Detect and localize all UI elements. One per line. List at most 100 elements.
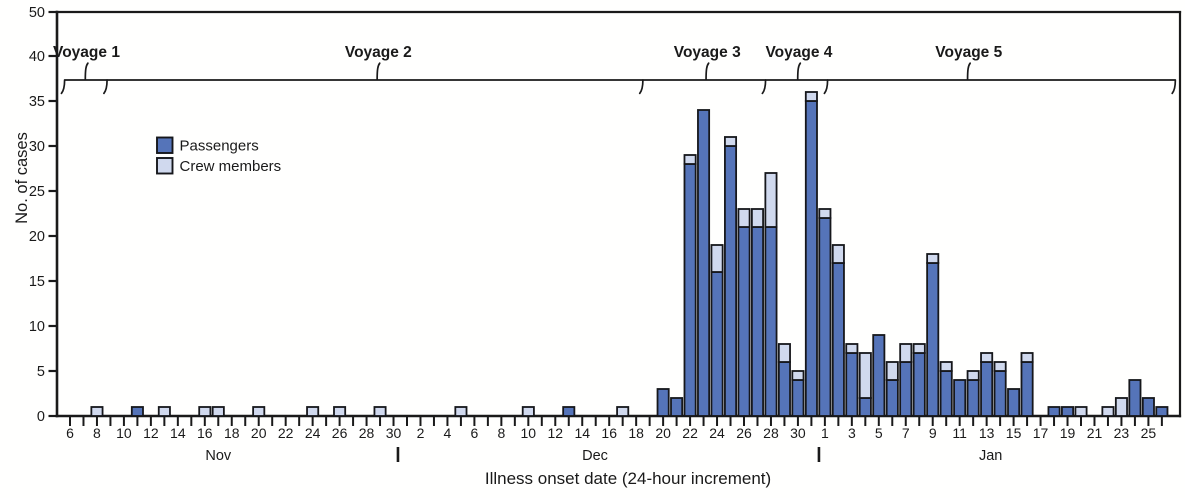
bar-passengers-Jan-1	[818, 217, 832, 417]
bar-crew-Jan-3	[845, 343, 859, 354]
bar-passengers-Dec-25	[724, 145, 738, 417]
x-tick-label: 28	[359, 425, 375, 441]
y-tick-label: 25	[29, 184, 45, 200]
bar-crew-Nov-24	[306, 406, 320, 417]
x-tick-label: 25	[1141, 425, 1157, 441]
x-tick-label: 14	[170, 425, 186, 441]
bar-passengers-Jan-11	[953, 379, 967, 417]
voyage-bracket-hook	[761, 79, 767, 95]
y-axis-title: No. of cases	[13, 132, 31, 224]
voyage-label: Voyage 5	[935, 44, 1002, 61]
bar-passengers-Dec-20	[656, 388, 670, 417]
x-tick-label: 10	[521, 425, 537, 441]
voyage-label: Voyage 4	[765, 44, 832, 61]
bar-crew-Dec-31	[804, 91, 818, 102]
bar-passengers-Dec-22	[683, 163, 697, 417]
voyage-label: Voyage 1	[53, 44, 120, 61]
x-tick-label: 8	[497, 425, 505, 441]
bar-crew-Dec-22	[683, 154, 697, 165]
y-tick-label: 15	[29, 274, 45, 290]
voyage-bracket-pointer	[84, 62, 89, 81]
bar-passengers-Jan-16	[1020, 361, 1034, 417]
x-tick-label: 26	[332, 425, 348, 441]
y-tick-label: 10	[29, 319, 45, 335]
bar-passengers-Dec-27	[750, 226, 764, 417]
bar-crew-Dec-10	[521, 406, 535, 417]
bar-passengers-Jan-19	[1061, 406, 1075, 417]
legend-label: Passengers	[180, 138, 259, 155]
bar-passengers-Jan-7	[899, 361, 913, 417]
bar-crew-Dec-5	[454, 406, 468, 417]
voyage-bracket-pointer	[966, 62, 972, 81]
x-tick-label: 10	[116, 425, 132, 441]
month-label: Dec	[582, 448, 608, 464]
bar-crew-Jan-20	[1074, 406, 1088, 417]
bar-crew-Jan-8	[912, 343, 926, 354]
x-tick-label: 12	[143, 425, 159, 441]
y-tick-label: 5	[37, 364, 45, 380]
x-tick-label: 6	[66, 425, 74, 441]
bar-crew-Nov-17	[211, 406, 225, 417]
x-tick-label: 30	[790, 425, 806, 441]
x-tick-label: 21	[1087, 425, 1103, 441]
month-label: Jan	[979, 448, 1002, 464]
x-tick-label: 28	[763, 425, 779, 441]
voyage-bracket-hook	[823, 79, 829, 95]
bar-crew-Jan-2	[831, 244, 845, 264]
x-tick-label: 1	[821, 425, 829, 441]
bar-passengers-Jan-13	[980, 361, 994, 417]
bar-crew-Jan-12	[966, 370, 980, 381]
x-tick-label: 17	[1033, 425, 1049, 441]
x-tick-label: 7	[902, 425, 910, 441]
bar-passengers-Jan-26	[1155, 406, 1169, 417]
x-tick-label: 2	[417, 425, 425, 441]
bar-passengers-Dec-26	[737, 226, 751, 417]
bar-crew-Jan-10	[939, 361, 953, 372]
month-label: Nov	[205, 448, 232, 464]
bar-crew-Dec-29	[777, 343, 791, 363]
bar-crew-Jan-1	[818, 208, 832, 219]
bar-passengers-Jan-5	[872, 334, 886, 417]
bar-passengers-Jan-8	[912, 352, 926, 417]
bar-passengers-Jan-14	[993, 370, 1007, 417]
x-tick-label: 9	[929, 425, 937, 441]
bar-crew-Jan-14	[993, 361, 1007, 372]
bar-crew-Jan-16	[1020, 352, 1034, 363]
bar-crew-Jan-13	[980, 352, 994, 363]
bar-crew-Jan-23	[1114, 397, 1128, 417]
x-tick-label: 16	[197, 425, 213, 441]
bar-crew-Nov-26	[333, 406, 347, 417]
y-tick-label: 20	[29, 229, 45, 245]
bar-crew-Nov-16	[198, 406, 212, 417]
x-tick-label: 24	[305, 425, 321, 441]
bar-passengers-Dec-29	[777, 361, 791, 417]
voyage-label: Voyage 3	[674, 44, 741, 61]
voyage-bracket-pointer	[796, 62, 802, 81]
bar-crew-Jan-7	[899, 343, 913, 363]
voyage-bracket-hook	[638, 79, 644, 95]
bar-passengers-Dec-30	[791, 379, 805, 417]
legend-label: Crew members	[180, 158, 282, 175]
bar-passengers-Jan-6	[885, 379, 899, 417]
bar-crew-Jan-9	[926, 253, 940, 264]
x-tick-label: 24	[709, 425, 725, 441]
bar-crew-Jan-4	[858, 352, 872, 399]
legend-swatch-crew	[156, 157, 174, 175]
bar-crew-Dec-24	[710, 244, 724, 273]
y-tick-label: 50	[29, 5, 45, 21]
voyage-bracket-hook	[60, 79, 66, 95]
voyage-bracket-hook	[103, 79, 108, 95]
voyage-bracket-pointer	[376, 62, 381, 81]
x-tick-label: 13	[979, 425, 995, 441]
bar-crew-Jan-22	[1101, 406, 1115, 417]
bar-passengers-Jan-9	[926, 262, 940, 417]
x-tick-label: 22	[682, 425, 698, 441]
x-tick-label: 30	[386, 425, 402, 441]
bar-passengers-Jan-2	[831, 262, 845, 417]
bar-crew-Nov-29	[373, 406, 387, 417]
x-tick-label: 15	[1006, 425, 1022, 441]
bar-crew-Dec-26	[737, 208, 751, 228]
bar-passengers-Jan-12	[966, 379, 980, 417]
x-tick-label: 8	[93, 425, 101, 441]
